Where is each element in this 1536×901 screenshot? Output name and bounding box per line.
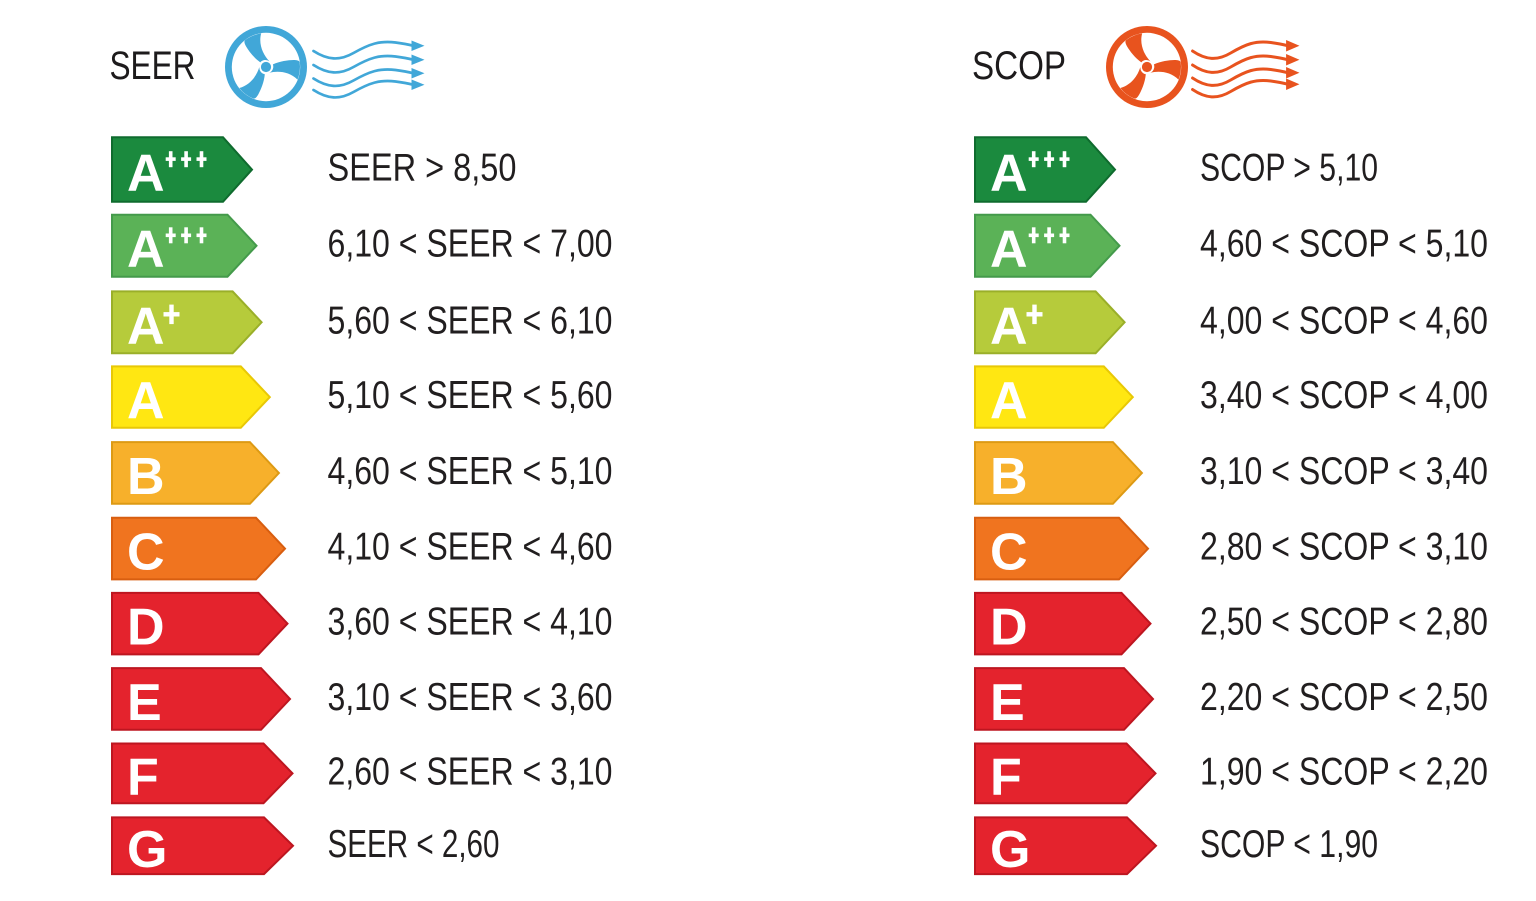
svg-text:A: A [127, 145, 165, 203]
svg-text:SEER: SEER [110, 44, 196, 88]
svg-text:A: A [990, 297, 1028, 355]
svg-text:A: A [990, 145, 1028, 203]
svg-text:2,80 < SCOP < 3,10: 2,80 < SCOP < 3,10 [1200, 526, 1488, 569]
svg-text:5,10 < SEER < 5,60: 5,10 < SEER < 5,60 [328, 374, 613, 417]
svg-text:D: D [990, 599, 1028, 657]
svg-text:4,60 < SCOP < 5,10: 4,60 < SCOP < 5,10 [1200, 223, 1488, 266]
svg-text:3,10 < SCOP < 3,40: 3,10 < SCOP < 3,40 [1200, 450, 1488, 493]
svg-text:A: A [127, 372, 165, 430]
svg-text:D: D [127, 599, 165, 657]
svg-text:A: A [990, 372, 1028, 430]
svg-text:SCOP < 1,90: SCOP < 1,90 [1200, 823, 1378, 866]
svg-text:SCOP: SCOP [972, 44, 1066, 88]
svg-text:F: F [127, 748, 159, 806]
svg-text:SEER > 8,50: SEER > 8,50 [328, 147, 517, 190]
svg-text:B: B [127, 448, 165, 506]
svg-text:E: E [990, 674, 1025, 732]
svg-text:3,40 < SCOP < 4,00: 3,40 < SCOP < 4,00 [1200, 374, 1488, 417]
svg-text:1,90 < SCOP < 2,20: 1,90 < SCOP < 2,20 [1200, 750, 1488, 793]
svg-text:A: A [127, 297, 165, 355]
svg-text:3,60 < SEER < 4,10: 3,60 < SEER < 4,10 [328, 601, 613, 644]
svg-text:A: A [127, 221, 165, 279]
svg-text:3,10 < SEER < 3,60: 3,10 < SEER < 3,60 [328, 676, 613, 719]
svg-text:4,00 < SCOP < 4,60: 4,00 < SCOP < 4,60 [1200, 299, 1488, 342]
svg-text:4,10 < SEER < 4,60: 4,10 < SEER < 4,60 [328, 526, 613, 569]
svg-text:C: C [990, 524, 1028, 582]
svg-text:G: G [127, 821, 167, 879]
svg-text:B: B [990, 448, 1028, 506]
svg-text:2,60 < SEER < 3,10: 2,60 < SEER < 3,10 [328, 750, 613, 793]
svg-text:G: G [990, 821, 1030, 879]
svg-text:2,50 < SCOP < 2,80: 2,50 < SCOP < 2,80 [1200, 601, 1488, 644]
svg-text:SEER < 2,60: SEER < 2,60 [328, 823, 500, 866]
svg-text:5,60 < SEER < 6,10: 5,60 < SEER < 6,10 [328, 299, 613, 342]
svg-text:E: E [127, 674, 162, 732]
svg-text:2,20 < SCOP < 2,50: 2,20 < SCOP < 2,50 [1200, 676, 1488, 719]
svg-text:6,10 < SEER < 7,00: 6,10 < SEER < 7,00 [328, 223, 613, 266]
svg-text:SCOP > 5,10: SCOP > 5,10 [1200, 147, 1378, 190]
svg-text:4,60 < SEER < 5,10: 4,60 < SEER < 5,10 [328, 450, 613, 493]
svg-text:C: C [127, 524, 165, 582]
svg-text:F: F [990, 748, 1022, 806]
svg-text:A: A [990, 221, 1028, 279]
